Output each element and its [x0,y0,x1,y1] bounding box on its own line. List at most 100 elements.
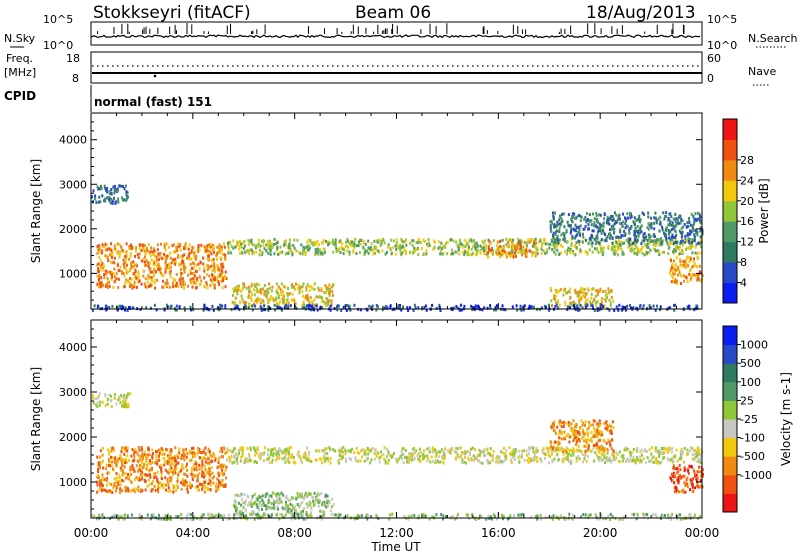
scatter-cell [690,274,693,278]
scatter-cell [521,249,524,253]
scatter-cell [380,239,383,243]
scatter-cell [116,252,119,256]
scatter-cell [137,256,140,260]
scatter-cell [147,447,149,451]
scatter-cell [196,452,199,456]
scatter-cell [215,489,218,493]
scatter-cell [235,453,238,457]
scatter-cell [535,456,538,460]
scatter-cell [114,200,117,204]
colorbar-tick-label: 8 [740,256,747,269]
scatter-cell [578,448,581,452]
scatter-cell [220,480,223,484]
scatter-cell [125,271,128,275]
scatter-cell [571,236,574,240]
scatter-cell [163,452,166,456]
freq-tick-top: 18 [66,52,80,65]
scatter-cell [501,253,503,257]
scatter-cell [168,476,171,480]
scatter-cell [152,247,155,251]
scatter-cell [667,458,670,462]
scatter-cell [525,246,528,250]
scatter-cell [188,451,191,455]
scatter-cell [659,240,662,244]
scatter-cell [111,467,114,471]
scatter-cell [467,248,470,252]
scatter-cell [119,304,121,308]
scatter-cell [493,308,496,312]
scatter-cell [561,212,564,216]
scatter-cell [386,250,388,254]
scatter-cell [306,505,309,509]
scatter-cell [198,467,201,471]
scatter-cell [193,255,196,259]
scatter-cell [214,458,217,462]
scatter-cell [200,279,203,283]
scatter-cell [496,240,499,244]
scatter-cell [272,296,274,300]
scatter-cell [221,262,224,266]
scatter-cell [615,213,618,217]
scatter-cell [122,446,125,450]
scatter-cell [152,479,155,483]
scatter-cell [191,267,193,270]
scatter-cell [667,217,670,220]
scatter-cell [648,459,651,463]
scatter-cell [411,243,414,247]
scatter-cell [577,291,580,295]
scatter-cell [642,233,645,237]
scatter-cell [569,301,572,305]
scatter-cell [569,306,571,310]
scatter-cell [186,462,188,466]
scatter-cell [244,508,247,512]
scatter-cell [639,458,642,462]
colorbar-tick-label: 16 [740,215,754,228]
scatter-cell [409,250,412,254]
scatter-cell [397,246,400,250]
scatter-cell [325,505,328,509]
scatter-cell [150,258,153,262]
scatter-cell [301,306,304,310]
scatter-cell [149,468,152,472]
scatter-cell [302,509,304,513]
scatter-cell [257,503,260,507]
scatter-cell [172,277,175,281]
scatter-cell [415,240,418,244]
scatter-cell [671,241,673,245]
scatter-cell [670,228,673,232]
scatter-cell [124,448,127,452]
scatter-cell [129,283,132,287]
scatter-cell [202,262,205,266]
scatter-cell [652,247,655,251]
scatter-cell [191,455,194,459]
scatter-cell [339,450,341,454]
scatter-cell [616,218,619,222]
scatter-cell [253,288,255,292]
scatter-cell [507,240,509,244]
scatter-cell [417,237,420,241]
scatter-cell [268,239,271,243]
scatter-cell [120,270,123,274]
scatter-cell [143,462,146,466]
scatter-cell [230,244,233,248]
velocity-scatter [91,392,704,521]
scatter-cell [247,503,249,507]
scatter-cell [133,451,136,455]
scatter-cell [491,246,494,250]
scatter-cell [599,247,602,250]
scatter-cell [296,503,299,506]
scatter-cell [425,249,428,253]
scatter-cell [177,254,180,257]
scatter-cell [237,494,240,498]
scatter-cell [155,475,158,479]
scatter-cell [124,457,127,461]
scatter-cell [533,456,535,460]
scatter-cell [164,268,167,271]
scatter-cell [691,453,694,457]
scatter-cell [136,285,138,289]
scatter-cell [291,504,294,508]
scatter-cell [401,250,404,254]
scatter-cell [317,249,320,253]
scatter-cell [698,453,701,457]
